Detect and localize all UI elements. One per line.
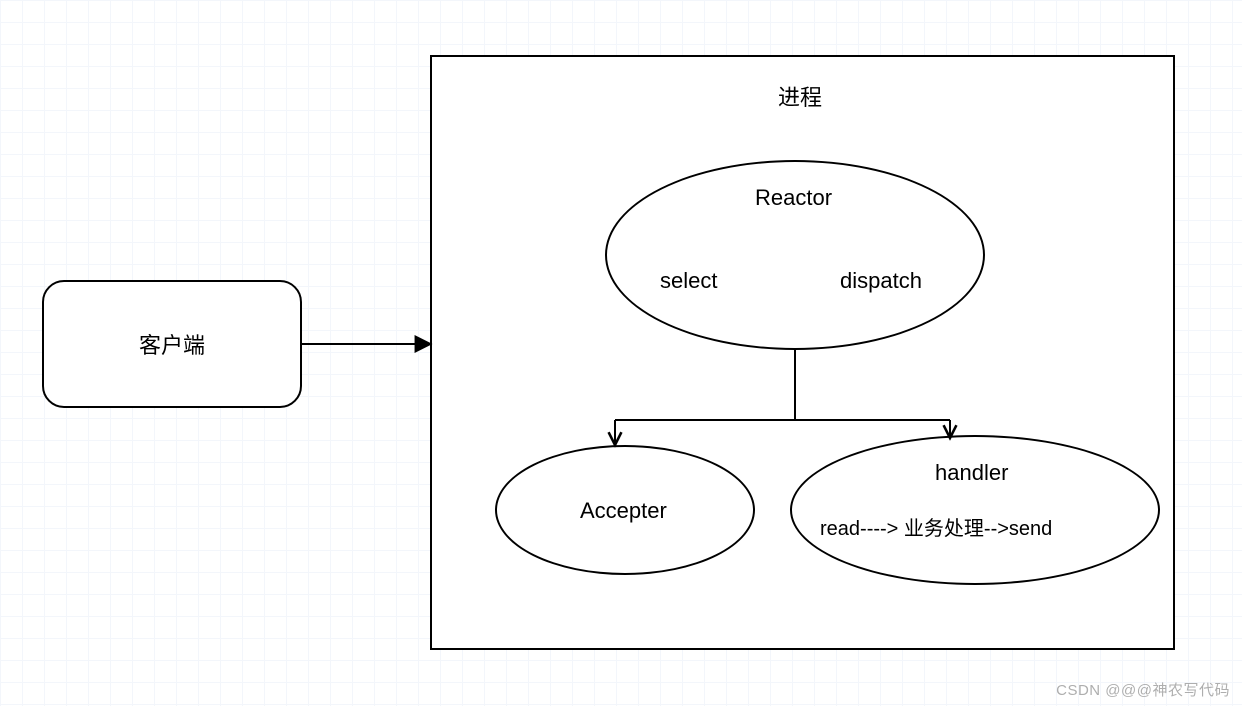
connectors bbox=[0, 0, 1242, 706]
diagram-canvas: 客户端 进程 Reactor select dispatch Accepter … bbox=[0, 0, 1242, 706]
watermark: CSDN @@@神农写代码 bbox=[1056, 679, 1230, 700]
